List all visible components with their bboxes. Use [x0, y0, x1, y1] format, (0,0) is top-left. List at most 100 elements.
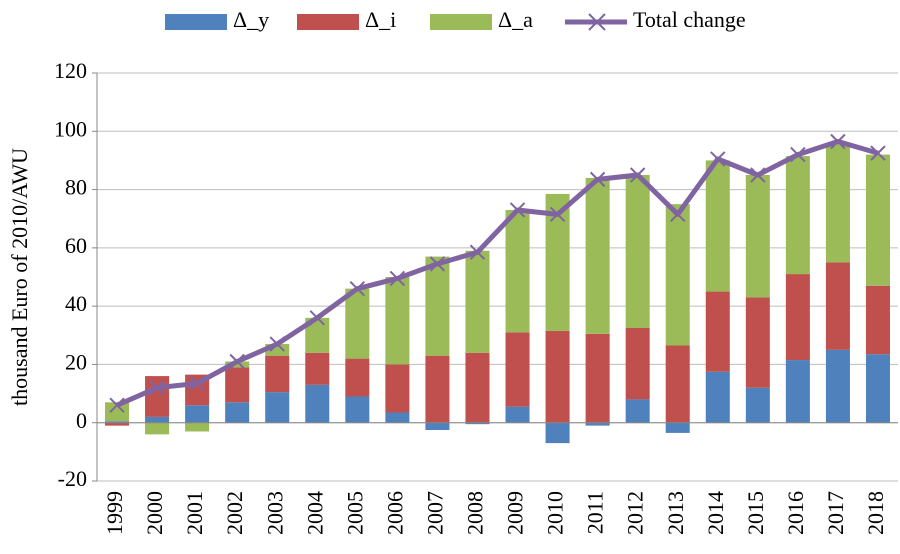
line-marker	[469, 244, 486, 260]
x-tick-label: 2010	[543, 491, 568, 535]
bar	[545, 330, 570, 423]
x-tick-label: 2007	[422, 491, 447, 535]
legend-swatch	[588, 13, 606, 31]
bar	[865, 285, 890, 355]
bar	[665, 345, 690, 423]
bar	[825, 262, 850, 350]
bar	[865, 154, 890, 286]
x-tick-label: 2003	[262, 491, 287, 535]
line-marker	[549, 206, 566, 223]
bar	[585, 422, 610, 426]
bar	[345, 358, 370, 397]
legend-label: Δ_a	[498, 7, 533, 32]
legend-swatch	[165, 14, 227, 30]
line-marker	[509, 202, 526, 218]
bar	[465, 422, 490, 425]
line-marker	[670, 206, 686, 223]
bar	[425, 355, 450, 423]
x-tick-label: 2009	[503, 491, 528, 535]
x-tick-label: 2006	[382, 491, 407, 535]
legend-swatch	[430, 14, 492, 30]
bar	[545, 422, 570, 444]
bar	[825, 349, 850, 423]
legend-label: Δ_y	[233, 7, 269, 32]
bar	[305, 384, 330, 423]
line-marker	[389, 270, 406, 287]
bar	[585, 177, 610, 334]
bar	[745, 297, 770, 388]
bar	[385, 412, 410, 423]
bar	[265, 344, 290, 356]
x-tick-label: 2012	[623, 491, 648, 535]
bar	[345, 288, 370, 359]
bar	[505, 406, 530, 423]
y-tick-label: 20	[65, 349, 87, 374]
x-tick-label: 2011	[583, 491, 608, 534]
bar	[465, 250, 490, 353]
bar	[225, 361, 250, 368]
x-tick-label: 2018	[863, 491, 888, 535]
bar	[625, 175, 650, 328]
x-tick-label: 1999	[102, 491, 127, 535]
bar	[505, 332, 530, 407]
x-tick-label: 2000	[142, 491, 167, 535]
line-marker	[589, 171, 606, 188]
bar	[705, 291, 730, 372]
bar	[185, 422, 210, 432]
bar	[225, 367, 250, 403]
bar	[745, 175, 770, 298]
bar	[385, 277, 410, 365]
x-tick-label: 2017	[823, 491, 848, 535]
y-tick-label: 80	[65, 175, 87, 200]
bar	[625, 399, 650, 423]
legend-swatch	[297, 14, 359, 30]
bar	[105, 402, 130, 422]
total-line	[116, 138, 879, 408]
bar	[425, 256, 450, 356]
x-tick-label: 2001	[182, 491, 207, 535]
bar	[425, 422, 450, 430]
bar	[505, 209, 530, 333]
y-tick-label: -20	[58, 466, 87, 491]
x-tick-label: 2015	[743, 491, 768, 535]
legend-label: Total change	[633, 7, 746, 32]
bar	[745, 387, 770, 423]
legend-label: Δ_i	[365, 7, 396, 32]
x-tick-label: 2014	[703, 491, 728, 535]
bar	[585, 333, 610, 423]
bar	[105, 422, 130, 426]
x-tick-label: 2004	[302, 491, 327, 535]
line-marker	[229, 353, 245, 370]
bar	[785, 360, 810, 423]
line-marker	[870, 145, 886, 161]
line-marker	[629, 167, 646, 183]
x-tick-label: 2013	[663, 491, 688, 535]
bar	[145, 376, 170, 417]
line-marker	[149, 380, 165, 396]
bar	[265, 392, 290, 423]
bar	[865, 354, 890, 423]
bar	[665, 422, 690, 433]
line-marker	[309, 310, 325, 326]
y-tick-label: 120	[54, 58, 87, 83]
bar	[705, 160, 730, 292]
line-marker	[109, 397, 125, 413]
bar	[225, 402, 250, 423]
bar	[305, 352, 330, 385]
bar	[705, 371, 730, 423]
line-marker	[750, 167, 766, 183]
bar	[105, 421, 130, 423]
bar	[465, 352, 490, 423]
line-marker	[830, 133, 846, 150]
bar	[625, 328, 650, 400]
bar	[665, 204, 690, 346]
bar	[145, 422, 170, 435]
line-marker	[790, 146, 806, 163]
line-marker	[269, 336, 285, 352]
line-marker	[349, 280, 366, 297]
y-tick-label: 0	[76, 408, 87, 433]
bar	[785, 274, 810, 361]
x-tick-label: 2016	[783, 491, 808, 535]
bar	[185, 405, 210, 423]
